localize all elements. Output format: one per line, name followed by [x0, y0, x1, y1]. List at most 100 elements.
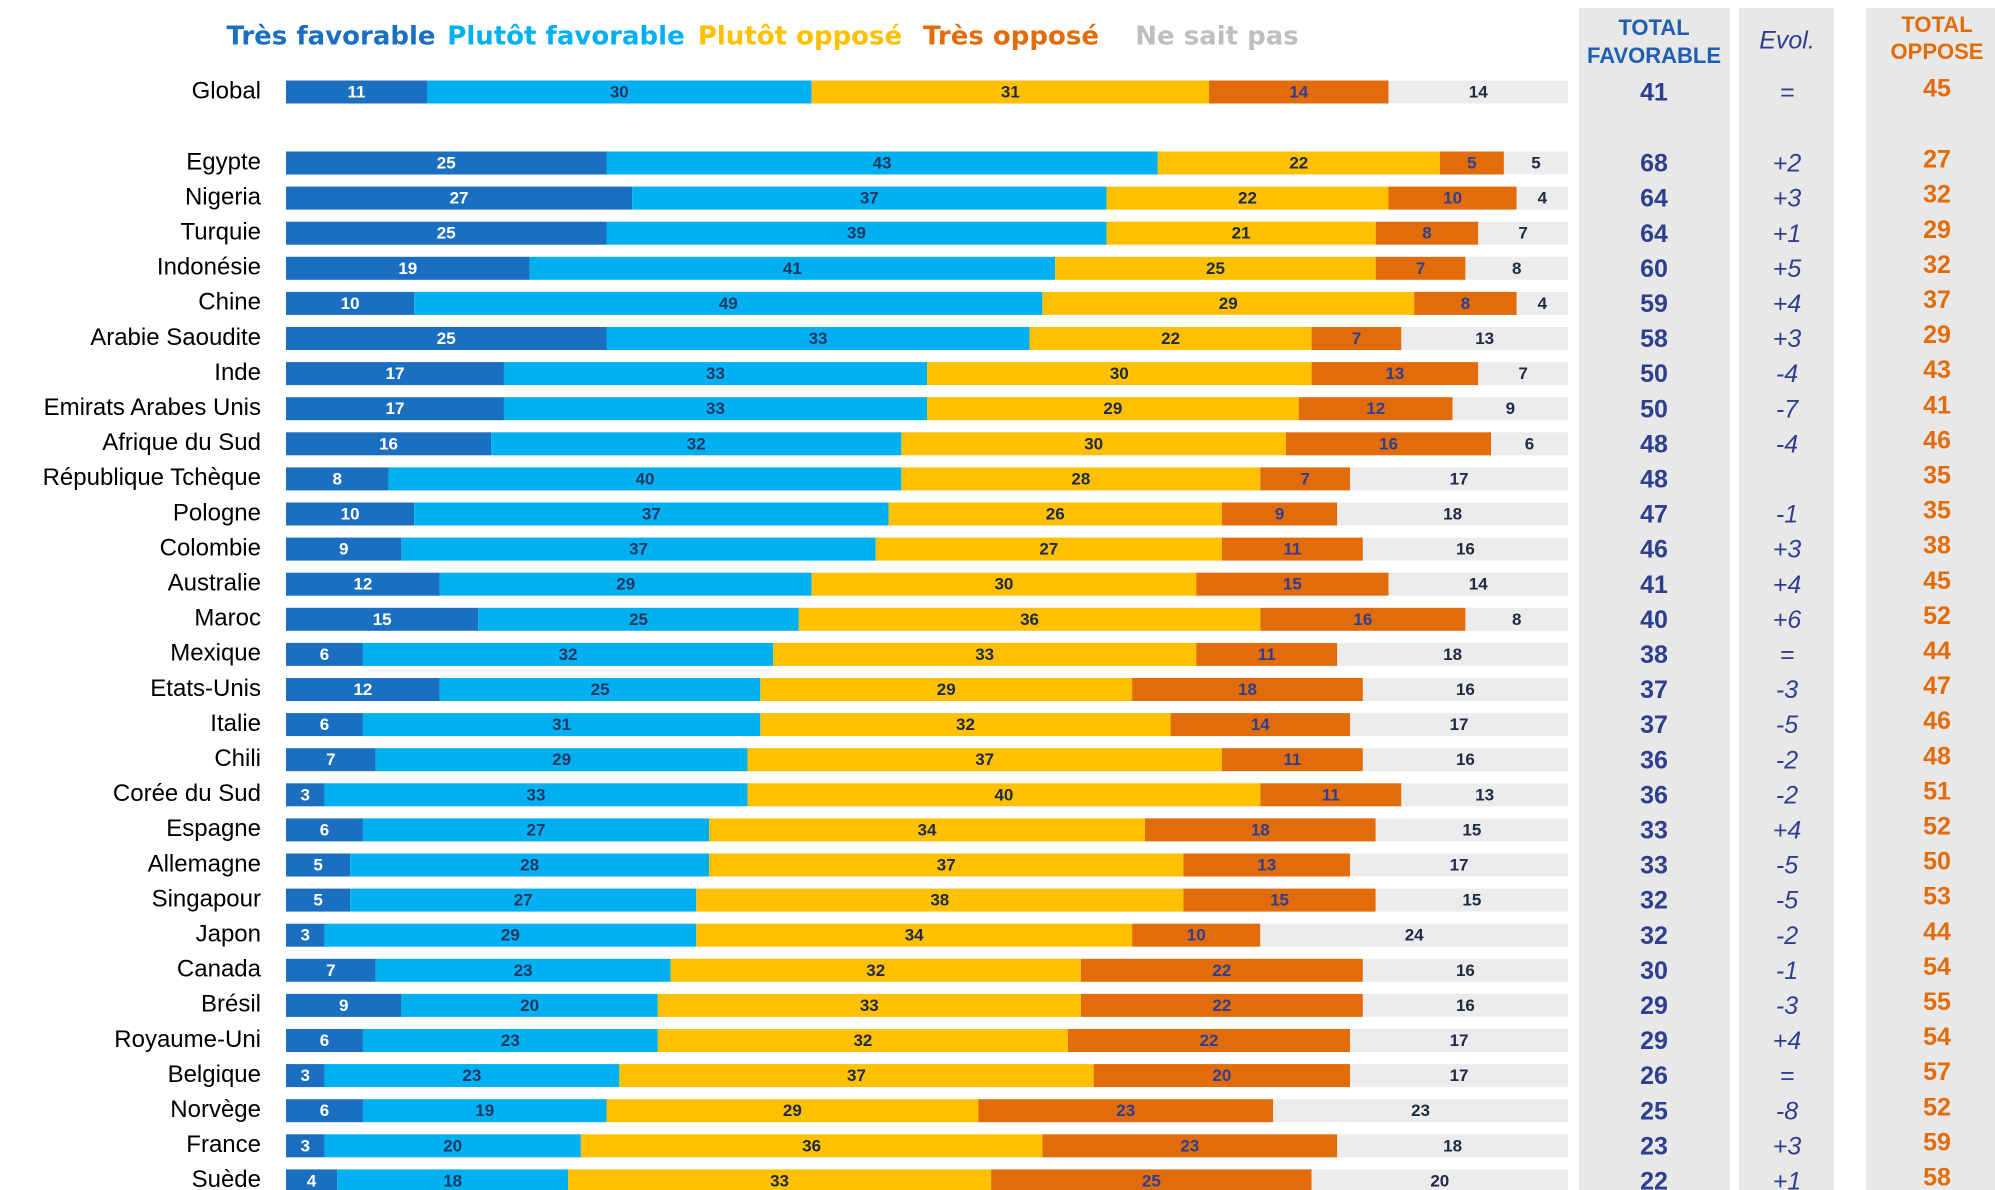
header-evol: Evol.	[1759, 27, 1815, 55]
bar-segment	[286, 1099, 363, 1123]
bar-segment	[388, 467, 902, 491]
bar-segment	[401, 537, 876, 561]
bar-segment	[1106, 221, 1376, 245]
evol: +4	[1773, 1027, 1802, 1055]
bar-segment	[324, 1134, 581, 1158]
category-label: Corée du Sud	[113, 780, 261, 807]
bar-label: 10	[1443, 189, 1462, 208]
total-oppose: 52	[1923, 813, 1951, 841]
bar-label: 16	[1456, 540, 1475, 559]
bar-segment	[657, 993, 1081, 1017]
bar-segment	[375, 748, 748, 772]
category-label: Italie	[210, 710, 261, 737]
bar-segment	[1298, 397, 1453, 421]
bar-segment	[324, 783, 748, 807]
bar-segment	[1311, 362, 1479, 386]
evol: -4	[1776, 360, 1798, 388]
bar-label: 38	[930, 891, 949, 910]
bar-label: 8	[1512, 259, 1521, 278]
bar-label: 20	[1430, 1171, 1449, 1190]
bar-label: 16	[1456, 680, 1475, 699]
evol: +3	[1773, 1132, 1802, 1160]
total-oppose: 57	[1923, 1058, 1951, 1086]
evol: +6	[1773, 606, 1802, 634]
total-favorable: 38	[1640, 641, 1668, 669]
bar-label: 25	[437, 153, 456, 172]
bar-segment	[1401, 783, 1568, 807]
bar-label: 5	[1531, 153, 1540, 172]
bar-label: 43	[873, 153, 892, 172]
total-favorable: 32	[1640, 887, 1668, 915]
bar-segment	[286, 186, 633, 210]
total-oppose: 52	[1923, 1093, 1951, 1121]
category-label: Royaume-Uni	[114, 1026, 261, 1053]
bar-label: 49	[719, 294, 738, 313]
favorable-column-bg	[1579, 8, 1730, 1190]
evol: +3	[1773, 185, 1802, 213]
bar-segment	[286, 713, 363, 737]
bar-label: 9	[339, 540, 348, 559]
bar-label: 13	[1475, 785, 1494, 804]
bar-label: 4	[1538, 294, 1548, 313]
bar-label: 28	[520, 855, 539, 874]
bar-segment	[709, 853, 1184, 877]
category-label: Australie	[168, 570, 261, 597]
bar-label: 36	[802, 1136, 821, 1155]
category-label: Canada	[177, 956, 262, 983]
bar-segment	[362, 1099, 607, 1123]
bar-label: 3	[300, 1136, 309, 1155]
bar-segment	[286, 291, 415, 315]
bar-label: 3	[300, 926, 309, 945]
total-oppose: 38	[1923, 532, 1951, 560]
total-favorable: 22	[1640, 1168, 1668, 1190]
evol: -5	[1776, 852, 1798, 880]
bar-segment	[773, 642, 1197, 666]
bar-label: 7	[1518, 364, 1527, 383]
bar-segment	[286, 783, 325, 807]
bar-segment	[286, 678, 440, 701]
bar-label: 12	[353, 680, 372, 699]
bar-label: 36	[1020, 610, 1039, 629]
category-label: République Tchèque	[43, 464, 261, 491]
bar-label: 17	[1450, 469, 1469, 488]
bar-segment	[286, 1169, 338, 1190]
evol: +4	[1773, 571, 1802, 599]
bar-segment	[1080, 958, 1363, 982]
bar-label: 11	[1322, 785, 1340, 804]
bar-segment	[362, 1029, 658, 1052]
bar-segment	[1093, 1064, 1351, 1088]
legend-label: Ne sait pas	[1135, 22, 1299, 52]
bar-label: 31	[552, 715, 571, 734]
bar-label: 27	[1039, 540, 1058, 559]
bar-segment	[1311, 327, 1402, 350]
bar-label: 30	[1084, 434, 1103, 453]
bar-label: 16	[1379, 434, 1398, 453]
total-oppose: 32	[1923, 251, 1951, 279]
category-label: Chili	[214, 745, 261, 772]
bar-label: 8	[333, 469, 342, 488]
bar-label: 18	[443, 1171, 462, 1190]
evol: -2	[1776, 781, 1798, 809]
bar-label: 7	[326, 961, 335, 980]
total-favorable: 64	[1640, 185, 1668, 213]
bar-segment	[286, 993, 402, 1017]
category-label: Belgique	[168, 1061, 261, 1088]
bar-segment	[286, 607, 479, 631]
category-label: Suède	[192, 1166, 261, 1190]
bar-label: 7	[1352, 329, 1361, 348]
bar-label: 18	[1443, 1136, 1462, 1155]
bar-label: 33	[809, 329, 828, 348]
bar-segment	[1055, 256, 1376, 280]
total-oppose: 37	[1923, 286, 1951, 314]
legend-label: Très favorable	[226, 22, 435, 52]
bar-label: 11	[348, 82, 366, 101]
category-label: Norvège	[170, 1096, 261, 1123]
bar-segment	[286, 888, 351, 912]
bar-label: 13	[1475, 329, 1494, 348]
bar-segment	[1414, 291, 1517, 315]
category-label: Singapour	[152, 885, 261, 912]
bar-segment	[286, 1029, 363, 1052]
bar-label: 16	[1456, 750, 1475, 769]
bar-segment	[1362, 748, 1568, 772]
total-oppose: 27	[1923, 146, 1951, 174]
